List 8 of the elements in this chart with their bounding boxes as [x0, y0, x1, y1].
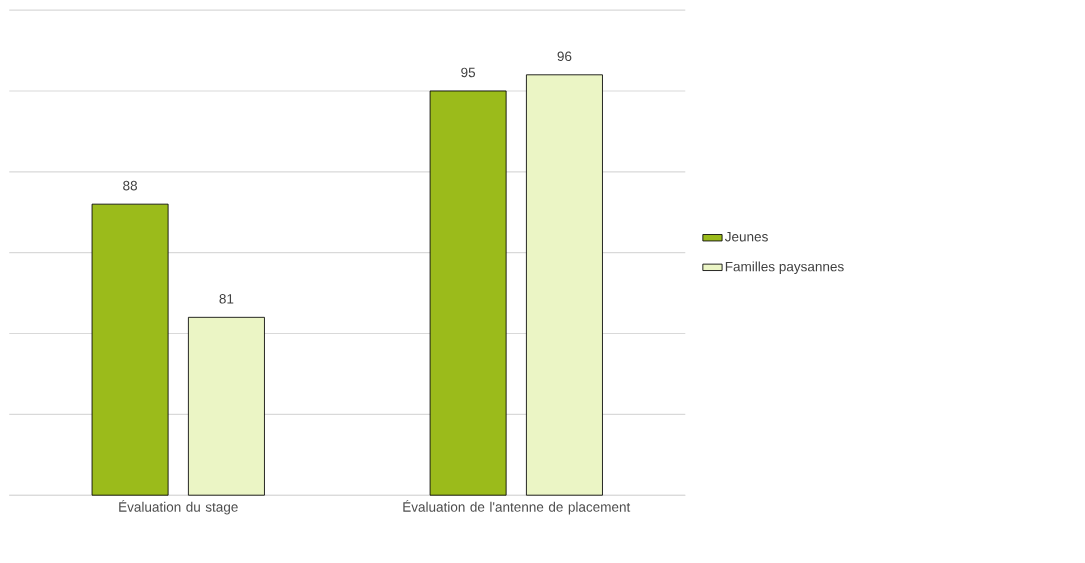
legend-label: Jeunes — [724, 232, 768, 242]
data-label: 95 — [461, 67, 476, 78]
x-tick-label: Évaluation du stage — [119, 500, 238, 515]
legend-label: Familles paysannes — [725, 261, 844, 275]
data-label: 88 — [123, 180, 138, 191]
data-label: 96 — [557, 51, 572, 62]
x-tick-label: Évaluation de l'antenne de placement — [403, 500, 631, 515]
data-label: 81 — [219, 294, 234, 304]
